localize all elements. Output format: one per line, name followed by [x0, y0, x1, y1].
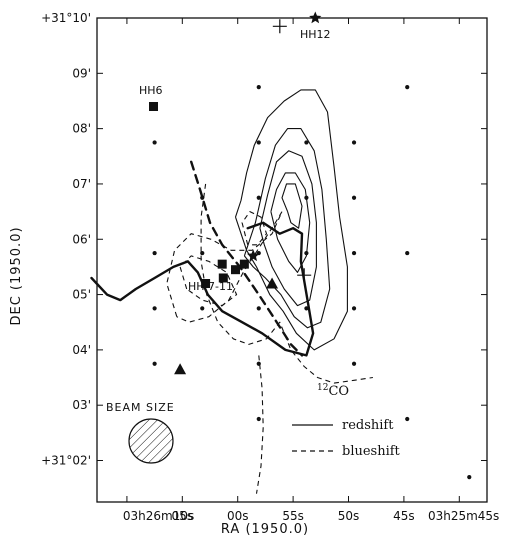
beam: BEAM SIZE	[106, 401, 175, 464]
grid-point	[304, 195, 309, 200]
beam-label: BEAM SIZE	[106, 401, 175, 414]
blueshift-contour	[255, 355, 264, 494]
grid-point	[256, 361, 261, 366]
grid-point	[152, 306, 157, 311]
source-marker	[272, 19, 287, 34]
grid-point	[304, 306, 309, 311]
species-superscript: 12	[317, 383, 328, 393]
grid-point	[351, 306, 357, 311]
grid-point	[351, 195, 357, 200]
source-marker	[201, 279, 211, 289]
label-hh7-11: HH 7-11	[188, 280, 233, 293]
grid-point	[256, 140, 261, 145]
y-tick-label: +31°02'	[41, 454, 91, 468]
grid-point	[152, 250, 157, 256]
grid-point	[200, 195, 205, 200]
x-tick-label: 00s	[227, 509, 249, 523]
grid-point	[405, 250, 410, 256]
grid-point	[351, 140, 357, 145]
x-tick-label: 03h25m45s	[428, 509, 499, 523]
y-axis-title: DEC (1950.0)	[9, 226, 24, 325]
source-marker	[297, 268, 312, 283]
y-tick-label: 09'	[72, 66, 91, 80]
legend-label-redshift: redshift	[342, 418, 394, 433]
plot-frame	[96, 17, 488, 503]
grid-point	[152, 361, 157, 366]
blueshift-contour	[200, 183, 373, 384]
grid-points-layer	[152, 85, 472, 480]
y-tick-label: 08'	[72, 122, 91, 136]
y-tick-label: +31°10'	[41, 11, 91, 25]
x-axis-title: RA (1950.0)	[221, 522, 309, 537]
label-hh12: HH12	[300, 28, 331, 41]
source-marker	[218, 273, 228, 283]
grid-point	[256, 306, 261, 311]
grid-point	[256, 85, 261, 90]
source-marker	[230, 265, 240, 275]
grid-point	[405, 416, 410, 422]
x-tick-label: 55s	[282, 509, 304, 523]
redshift-contour	[259, 150, 317, 307]
grid-point	[200, 250, 205, 256]
y-tick-label: 03'	[72, 398, 91, 412]
grid-point	[304, 250, 309, 256]
source-marker	[217, 259, 227, 269]
grid-point	[200, 306, 205, 311]
x-tick-label: 50s	[338, 509, 360, 523]
grid-point	[405, 85, 410, 90]
y-tick-label: 06'	[72, 232, 91, 246]
species-name: CO	[328, 384, 349, 399]
legend: 12CO redshift blueshift	[292, 383, 401, 459]
source-marker	[239, 259, 249, 269]
grid-point	[152, 140, 157, 145]
source-marker	[266, 277, 279, 289]
redshift-contour	[281, 183, 303, 229]
source-marker	[247, 249, 260, 262]
y-tick-label: 05'	[72, 288, 91, 302]
object-marker	[309, 11, 322, 24]
heavy-redshift-contour	[90, 221, 315, 357]
redshift-contour	[270, 172, 311, 273]
object-marker	[149, 102, 159, 112]
source-marker	[174, 363, 187, 375]
y-tick-label: 07'	[72, 177, 91, 191]
x-tick-label: 45s	[393, 509, 415, 523]
redshift-contour	[243, 128, 331, 329]
redshift-contour	[234, 89, 348, 351]
species-label: 12CO	[317, 383, 349, 399]
grid-point	[304, 140, 309, 145]
grid-point	[256, 195, 261, 200]
beam-ellipse	[128, 418, 174, 464]
grid-point	[351, 361, 357, 366]
grid-point	[467, 475, 472, 480]
blueshift-contour	[241, 211, 268, 246]
y-tick-label: 04'	[72, 343, 91, 357]
grid-point	[256, 416, 261, 422]
x-tick-label: 05s	[172, 509, 194, 523]
grid-point	[351, 250, 357, 256]
markers-layer	[149, 11, 322, 375]
x-tick-label: 03h26m10s	[123, 509, 194, 523]
legend-label-blueshift: blueshift	[342, 444, 401, 459]
label-hh6: HH6	[139, 84, 163, 97]
